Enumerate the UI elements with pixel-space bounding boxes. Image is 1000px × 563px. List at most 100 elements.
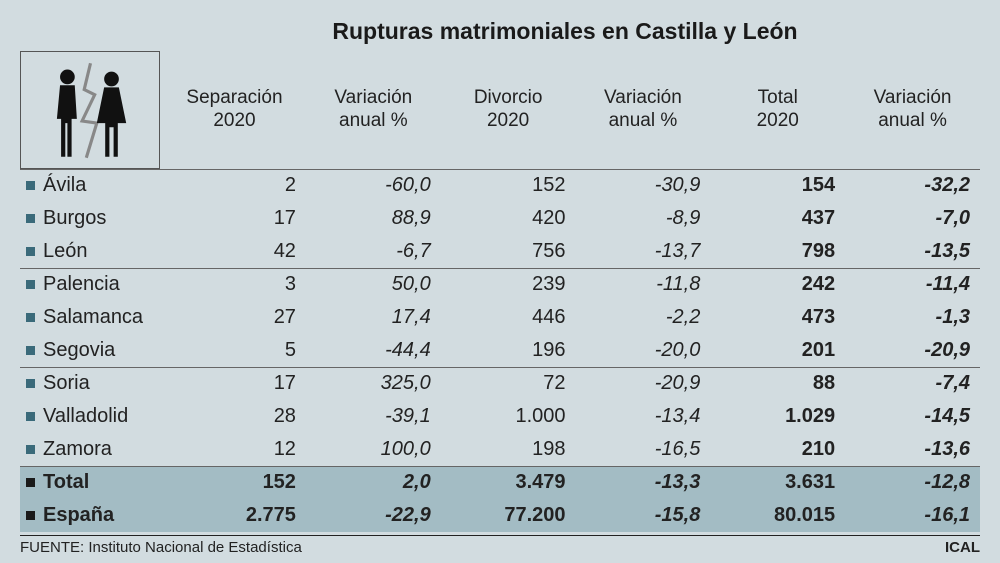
bullet-icon	[26, 478, 35, 487]
bullet-icon	[26, 412, 35, 421]
cell-province: Salamanca	[20, 301, 163, 334]
bullet-icon	[26, 247, 35, 256]
cell-div: 239	[441, 268, 576, 301]
cell-total-var: -16,1	[845, 499, 980, 532]
cell-sep-var: -39,1	[306, 400, 441, 433]
header-var-tot: Variaciónanual %	[845, 51, 980, 169]
table-row: Soria17325,072-20,988-7,4	[20, 367, 980, 400]
table-wrapper: Separación2020 Variaciónanual % Divorcio…	[20, 51, 980, 532]
cell-sep-var: 17,4	[306, 301, 441, 334]
cell-div: 756	[441, 235, 576, 268]
cell-total-var: -7,0	[845, 202, 980, 235]
cell-sep-var: 325,0	[306, 367, 441, 400]
cell-total: 473	[710, 301, 845, 334]
cell-sep: 152	[163, 466, 306, 499]
cell-total: 80.015	[710, 499, 845, 532]
summary-row: Total1522,03.479-13,33.631-12,8	[20, 466, 980, 499]
source-label: FUENTE: Instituto Nacional de Estadístic…	[20, 539, 302, 556]
cell-province: Zamora	[20, 433, 163, 466]
bullet-icon	[26, 280, 35, 289]
icon-container	[20, 51, 160, 169]
table-row: Burgos1788,9420-8,9437-7,0	[20, 202, 980, 235]
cell-div-var: -16,5	[576, 433, 711, 466]
cell-div-var: -13,7	[576, 235, 711, 268]
cell-sep-var: 100,0	[306, 433, 441, 466]
cell-sep-var: -22,9	[306, 499, 441, 532]
cell-div: 3.479	[441, 466, 576, 499]
header-divorcio: Divorcio2020	[441, 51, 576, 169]
cell-div-var: -8,9	[576, 202, 711, 235]
cell-div-var: -2,2	[576, 301, 711, 334]
cell-province: Burgos	[20, 202, 163, 235]
cell-total: 242	[710, 268, 845, 301]
cell-sep: 5	[163, 334, 306, 367]
table-row: León42-6,7756-13,7798-13,5	[20, 235, 980, 268]
cell-total: 154	[710, 169, 845, 202]
cell-sep: 12	[163, 433, 306, 466]
page-title: Rupturas matrimoniales en Castilla y Leó…	[20, 18, 980, 45]
cell-div-var: -13,3	[576, 466, 711, 499]
cell-sep-var: -60,0	[306, 169, 441, 202]
source-agency: ICAL	[945, 539, 980, 556]
cell-province: Segovia	[20, 334, 163, 367]
cell-total-var: -1,3	[845, 301, 980, 334]
cell-sep: 17	[163, 202, 306, 235]
bullet-icon	[26, 511, 35, 520]
divorce-icon	[20, 51, 160, 169]
cell-total: 437	[710, 202, 845, 235]
cell-div: 152	[441, 169, 576, 202]
cell-div-var: -30,9	[576, 169, 711, 202]
bullet-icon	[26, 346, 35, 355]
cell-total-var: -13,5	[845, 235, 980, 268]
cell-sep: 2.775	[163, 499, 306, 532]
cell-sep: 28	[163, 400, 306, 433]
table-row: Valladolid28-39,11.000-13,41.029-14,5	[20, 400, 980, 433]
table-row: Segovia5-44,4196-20,0201-20,9	[20, 334, 980, 367]
bullet-icon	[26, 214, 35, 223]
cell-total-var: -14,5	[845, 400, 980, 433]
table-row: Ávila2-60,0152-30,9154-32,2	[20, 169, 980, 202]
cell-total: 798	[710, 235, 845, 268]
cell-sep-var: -44,4	[306, 334, 441, 367]
cell-div: 420	[441, 202, 576, 235]
cell-div-var: -20,0	[576, 334, 711, 367]
cell-div-var: -11,8	[576, 268, 711, 301]
cell-total: 1.029	[710, 400, 845, 433]
header-var-sep: Variaciónanual %	[306, 51, 441, 169]
infographic-card: Rupturas matrimoniales en Castilla y Leó…	[20, 18, 980, 553]
bullet-icon	[26, 379, 35, 388]
header-row: Separación2020 Variaciónanual % Divorcio…	[20, 51, 980, 169]
cell-sep-var: -6,7	[306, 235, 441, 268]
cell-sep-var: 50,0	[306, 268, 441, 301]
table-row: Salamanca2717,4446-2,2473-1,3	[20, 301, 980, 334]
data-table: Separación2020 Variaciónanual % Divorcio…	[20, 51, 980, 532]
cell-province: Soria	[20, 367, 163, 400]
cell-total-var: -7,4	[845, 367, 980, 400]
cell-div: 1.000	[441, 400, 576, 433]
cell-div-var: -20,9	[576, 367, 711, 400]
cell-total: 201	[710, 334, 845, 367]
summary-row: España2.775-22,977.200-15,880.015-16,1	[20, 499, 980, 532]
cell-total-var: -20,9	[845, 334, 980, 367]
cell-div: 72	[441, 367, 576, 400]
header-var-div: Variaciónanual %	[576, 51, 711, 169]
cell-province: España	[20, 499, 163, 532]
cell-sep: 3	[163, 268, 306, 301]
cell-sep: 27	[163, 301, 306, 334]
cell-sep: 2	[163, 169, 306, 202]
bullet-icon	[26, 181, 35, 190]
cell-total: 3.631	[710, 466, 845, 499]
cell-total-var: -32,2	[845, 169, 980, 202]
cell-province: Total	[20, 466, 163, 499]
cell-sep: 17	[163, 367, 306, 400]
cell-total-var: -12,8	[845, 466, 980, 499]
cell-province: Palencia	[20, 268, 163, 301]
cell-div: 77.200	[441, 499, 576, 532]
header-total: Total2020	[710, 51, 845, 169]
cell-total: 210	[710, 433, 845, 466]
cell-sep-var: 2,0	[306, 466, 441, 499]
cell-province: Ávila	[20, 169, 163, 202]
cell-sep-var: 88,9	[306, 202, 441, 235]
cell-total-var: -11,4	[845, 268, 980, 301]
cell-div: 198	[441, 433, 576, 466]
